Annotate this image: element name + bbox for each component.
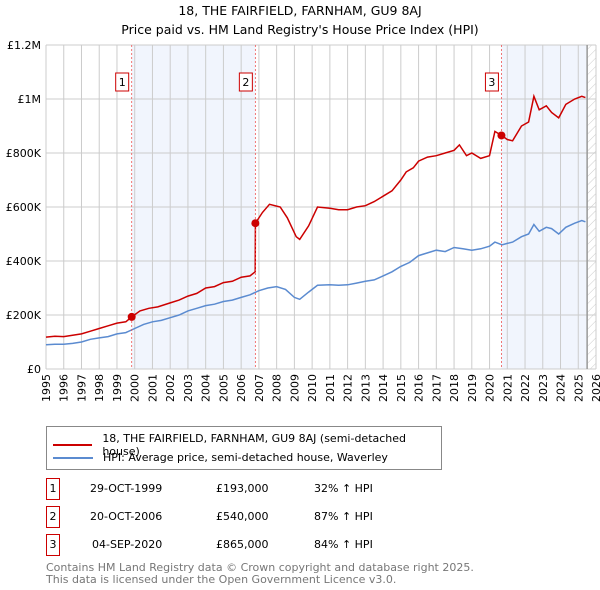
x-tick-label: 2023 <box>537 374 550 402</box>
x-tick-label: 2000 <box>129 374 142 402</box>
x-tick-label: 2026 <box>590 374 600 402</box>
x-tick-label: 2020 <box>484 374 497 402</box>
x-tick-label: 2013 <box>359 374 372 402</box>
x-tick-label: 1996 <box>58 374 71 402</box>
x-tick-label: 2008 <box>271 374 284 402</box>
table-row: 2 20-OCT-2006 £540,000 87% ↑ HPI <box>46 506 446 528</box>
sale-price: £193,000 <box>216 482 269 495</box>
y-tick-label: £400K <box>6 255 42 268</box>
x-tick-label: 1998 <box>93 374 106 402</box>
x-tick-label: 2016 <box>413 374 426 402</box>
sale-label: 3 <box>488 76 495 89</box>
x-tick-label: 2012 <box>342 374 355 402</box>
x-tick-label: 2006 <box>235 374 248 402</box>
chart-subtitle: Price paid vs. HM Land Registry's House … <box>121 22 478 37</box>
x-tick-label: 2005 <box>217 374 230 402</box>
x-tick-label: 2010 <box>306 374 319 402</box>
y-tick-label: £1.2M <box>7 39 41 52</box>
sale-date: 20-OCT-2006 <box>90 510 163 523</box>
property-price-line <box>45 93 586 338</box>
y-tick-label: £800K <box>6 147 42 160</box>
x-tick-label: 2004 <box>200 374 213 402</box>
x-tick-label: 1999 <box>111 374 124 402</box>
x-tick-label: 2009 <box>288 374 301 402</box>
sale-price: £540,000 <box>216 510 269 523</box>
sale-label-box <box>238 72 253 92</box>
table-row: 3 04-SEP-2020 £865,000 84% ↑ HPI <box>46 534 446 556</box>
footer-line-2: This data is licensed under the Open Gov… <box>46 573 397 586</box>
sale-price: £865,000 <box>216 538 269 551</box>
y-tick-label: £0 <box>27 363 41 376</box>
sale-hpi: 87% ↑ HPI <box>314 510 373 523</box>
footer-text: Contains HM Land Registry data © Crown c… <box>46 562 474 586</box>
sale-hpi: 84% ↑ HPI <box>314 538 373 551</box>
legend-label: 18, THE FAIRFIELD, FARNHAM, GU9 8AJ (sem… <box>102 432 407 458</box>
hpi-line <box>45 219 586 346</box>
footer-line-1: Contains HM Land Registry data © Crown c… <box>46 561 474 574</box>
sale-number: 1 <box>46 478 60 500</box>
x-tick-label: 2024 <box>555 374 568 402</box>
sale-label: 2 <box>242 76 249 89</box>
y-tick-label: £600K <box>6 201 42 214</box>
legend: 18, THE FAIRFIELD, FARNHAM, GU9 8AJ (sem… <box>46 426 442 470</box>
sale-number: 2 <box>46 506 60 528</box>
legend-swatch-red <box>53 444 93 446</box>
sale-label: 1 <box>119 76 126 89</box>
x-tick-label: 2015 <box>395 374 408 402</box>
x-tick-label: 2003 <box>182 374 195 402</box>
x-tick-label: 2022 <box>519 374 532 402</box>
x-tick-label: 2007 <box>253 374 266 402</box>
x-tick-label: 2014 <box>377 374 390 402</box>
x-tick-label: 1997 <box>75 374 88 402</box>
chart-title: 18, THE FAIRFIELD, FARNHAM, GU9 8AJ <box>178 3 421 18</box>
x-tick-label: 2025 <box>572 374 585 402</box>
sale-number: 3 <box>46 534 60 556</box>
legend-item-hpi: HPI: Average price, semi-detached house,… <box>53 451 388 464</box>
sale-point <box>251 219 260 228</box>
sale-date: 29-OCT-1999 <box>90 482 163 495</box>
sale-point <box>497 131 506 140</box>
table-row: 1 29-OCT-1999 £193,000 32% ↑ HPI <box>46 478 446 500</box>
x-tick-label: 2019 <box>466 374 479 402</box>
x-tick-label: 2011 <box>324 374 337 402</box>
sale-label-box <box>115 72 130 92</box>
sale-hpi: 32% ↑ HPI <box>314 482 373 495</box>
x-tick-label: 2018 <box>448 374 461 402</box>
sale-date: 04-SEP-2020 <box>92 538 163 551</box>
y-tick-label: £200K <box>6 309 42 322</box>
sale-point <box>127 312 136 321</box>
x-tick-label: 2001 <box>146 374 159 402</box>
x-tick-label: 2002 <box>164 374 177 402</box>
legend-label: HPI: Average price, semi-detached house,… <box>103 451 388 464</box>
price-chart: 18, THE FAIRFIELD, FARNHAM, GU9 8AJ Pric… <box>6 3 600 402</box>
x-tick-label: 2017 <box>430 374 443 402</box>
legend-swatch-blue <box>53 456 93 459</box>
x-tick-label: 2021 <box>501 374 514 402</box>
sale-label-box <box>484 72 499 92</box>
x-tick-label: 1995 <box>40 374 53 402</box>
legend-item-property: 18, THE FAIRFIELD, FARNHAM, GU9 8AJ (sem… <box>53 432 441 458</box>
y-tick-label: £1M <box>18 93 42 106</box>
